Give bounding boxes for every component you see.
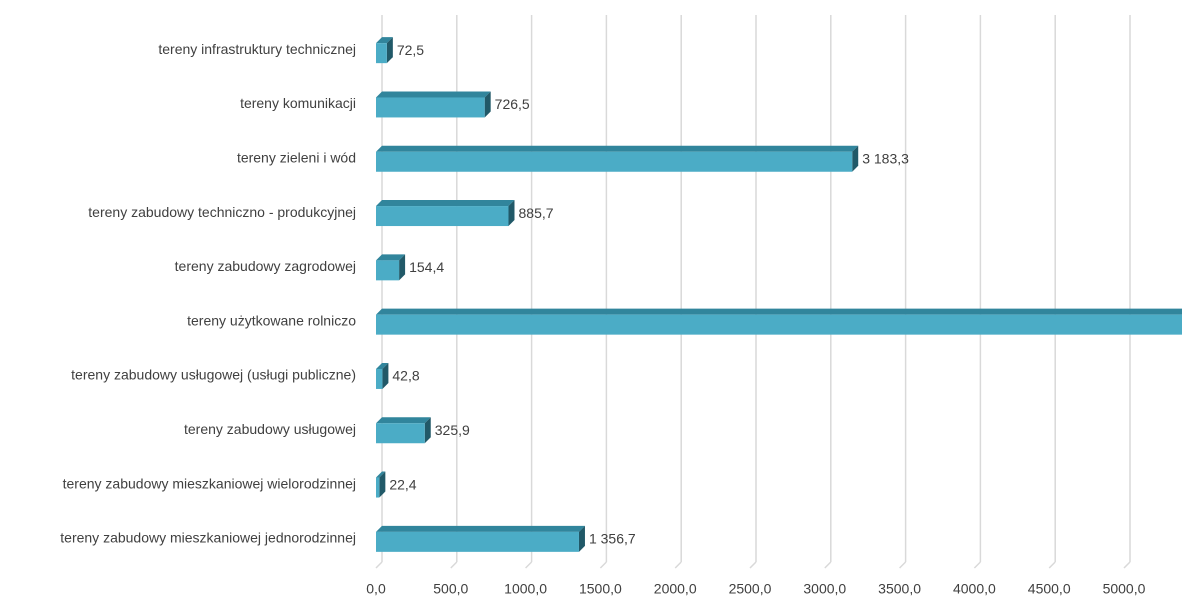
- x-tick-label: 1000,0: [504, 581, 547, 597]
- grid-floor: [525, 561, 533, 569]
- x-tick-label: 3500,0: [878, 581, 921, 597]
- bar: [376, 362, 389, 389]
- bar-side: [386, 37, 393, 64]
- bar: [376, 525, 585, 552]
- grid-floor: [1123, 561, 1131, 569]
- bar: [376, 254, 406, 281]
- y-tick-label: tereny komunikacji: [240, 95, 356, 111]
- bar-front: [376, 260, 400, 281]
- y-tick-label: tereny zabudowy mieszkaniowej wielorodzi…: [63, 475, 356, 491]
- y-tick-label: tereny zabudowy mieszkaniowej jednorodzi…: [60, 530, 356, 546]
- bar: [376, 145, 859, 172]
- grid-floor: [674, 561, 682, 569]
- bar-front: [376, 531, 579, 552]
- data-label: 1 356,7: [589, 531, 636, 547]
- bar-top: [376, 91, 491, 98]
- grid-floor: [824, 561, 832, 569]
- grid-floor: [749, 561, 757, 569]
- bar-front: [376, 423, 425, 444]
- bar-front: [376, 477, 380, 498]
- y-tick-label: tereny zabudowy techniczno - produkcyjne…: [88, 204, 356, 220]
- bar-side: [578, 525, 585, 552]
- bar-side: [382, 362, 389, 389]
- grid-floor: [599, 561, 607, 569]
- bar-front: [376, 151, 853, 172]
- bar-side: [424, 417, 431, 444]
- bar-top: [376, 362, 389, 369]
- bar-side: [508, 200, 515, 227]
- y-tick-label: tereny zabudowy usługowej (usługi public…: [71, 367, 356, 383]
- bar-top: [376, 417, 431, 424]
- bar-top: [376, 254, 406, 261]
- y-tick-label: tereny zabudowy usługowej: [184, 421, 356, 437]
- bar-top: [376, 37, 393, 44]
- data-label: 885,7: [519, 205, 554, 221]
- y-tick-label: tereny użytkowane rolniczo: [187, 312, 356, 328]
- grid-floor: [1048, 561, 1056, 569]
- bar: [376, 200, 515, 227]
- bar-top: [376, 145, 859, 152]
- x-tick-label: 4500,0: [1028, 581, 1071, 597]
- bar-top: [376, 308, 1182, 315]
- bar: [376, 91, 491, 118]
- y-tick-label: tereny infrastruktury technicznej: [158, 41, 356, 57]
- y-tick-label: tereny zabudowy zagrodowej: [175, 258, 356, 274]
- bar-front: [376, 314, 1182, 335]
- bar-top: [376, 200, 515, 207]
- x-tick-label: 2500,0: [729, 581, 772, 597]
- bar-top: [376, 525, 585, 532]
- data-label: 726,5: [495, 96, 530, 112]
- bar-side: [852, 145, 859, 172]
- bar: [376, 37, 393, 64]
- grid-floor: [973, 561, 981, 569]
- bar: [376, 308, 1182, 335]
- bar-side: [399, 254, 406, 281]
- bar: [376, 417, 431, 444]
- bar-top: [376, 471, 386, 478]
- x-tick-label: 2000,0: [654, 581, 697, 597]
- bar-front: [376, 206, 509, 227]
- data-label: 42,8: [392, 368, 419, 384]
- y-tick-label: tereny zieleni i wód: [237, 149, 356, 165]
- data-label: 154,4: [409, 259, 444, 275]
- x-tick-label: 4000,0: [953, 581, 996, 597]
- data-label: 22,4: [389, 476, 416, 492]
- bar-front: [376, 97, 485, 118]
- grid-floor: [375, 561, 383, 569]
- data-label: 325,9: [435, 422, 470, 438]
- x-tick-label: 1500,0: [579, 581, 622, 597]
- bar-side: [379, 471, 386, 498]
- data-label: 3 183,3: [862, 150, 909, 166]
- grid-floor: [899, 561, 907, 569]
- bar-side: [484, 91, 491, 118]
- bar: [376, 471, 386, 498]
- bar-front: [376, 368, 383, 389]
- grid-floor: [450, 561, 458, 569]
- bar-front: [376, 43, 387, 64]
- data-label: 72,5: [397, 42, 424, 58]
- x-tick-label: 5000,0: [1103, 581, 1146, 597]
- x-tick-label: 3000,0: [803, 581, 846, 597]
- x-tick-label: 0,0: [366, 581, 386, 597]
- x-tick-label: 500,0: [433, 581, 468, 597]
